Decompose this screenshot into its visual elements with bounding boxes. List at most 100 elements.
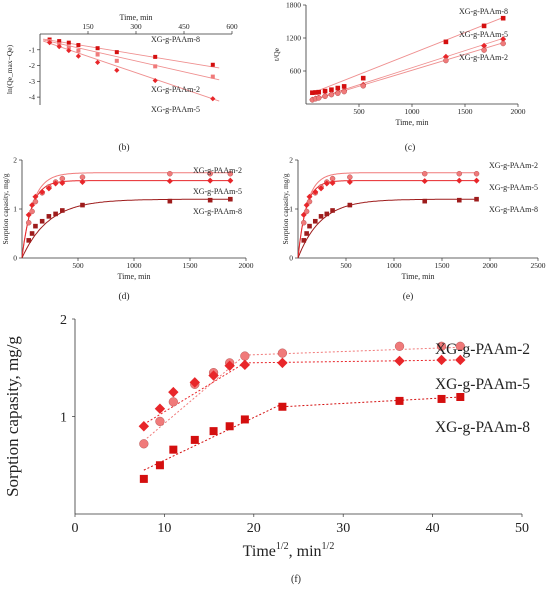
x-axis-label: Time, min bbox=[117, 272, 150, 281]
y-tick-label: 1 bbox=[13, 205, 17, 214]
data-point-xg-g-paam-2 bbox=[473, 170, 480, 177]
data-point-xg-g-paam-8 bbox=[53, 211, 58, 217]
x-tick-label: 1500 bbox=[183, 261, 198, 270]
x-tick-label: 30 bbox=[336, 521, 350, 536]
x-axis-label: Time, min bbox=[395, 118, 428, 127]
data-point-xg-g-paam-2 bbox=[139, 439, 149, 449]
data-point-xg-g-paam-8 bbox=[456, 393, 465, 401]
data-point-xg-g-paam-5 bbox=[300, 211, 307, 218]
data-point-xg-g-paam-8 bbox=[33, 223, 38, 229]
panel-b: 150 300 450 600 -1 -2 -3 -4 Time, min ln(Qe_max−Q… bbox=[5, 13, 238, 153]
data-point-xg-g-paam-5 bbox=[456, 177, 463, 184]
x-tick-label: 1500 bbox=[435, 261, 450, 270]
data-point-xg-g-paam-5 bbox=[75, 53, 81, 59]
data-point-xg-g-paam-5 bbox=[207, 177, 214, 184]
data-point-xg-g-paam-2 bbox=[322, 93, 328, 100]
data-point-xg-g-paam-5 bbox=[166, 178, 173, 185]
y-tick-label: -1 bbox=[29, 45, 35, 54]
x-tick-label: 2000 bbox=[239, 261, 254, 270]
data-point-xg-g-paam-2 bbox=[29, 208, 35, 215]
data-point-xg-g-paam-5 bbox=[318, 185, 325, 192]
data-point-xg-g-paam-2 bbox=[240, 351, 250, 361]
x-tick-label: 40 bbox=[426, 521, 440, 536]
data-point-xg-g-paam-8 bbox=[318, 214, 324, 219]
data-point-xg-g-paam-8 bbox=[310, 90, 315, 96]
data-point-xg-g-paam-8 bbox=[95, 46, 100, 51]
data-point-xg-g-paam-5 bbox=[95, 59, 101, 65]
data-point-xg-g-paam-8 bbox=[341, 84, 347, 89]
data-point-xg-g-paam-5 bbox=[189, 377, 200, 388]
data-point-xg-g-paam-8 bbox=[307, 223, 312, 229]
data-point-xg-g-paam-8 bbox=[330, 208, 335, 213]
data-point-xg-g-paam-8 bbox=[139, 474, 148, 483]
y-tick-label: 1 bbox=[60, 411, 67, 426]
data-point-xg-g-paam-5 bbox=[66, 47, 72, 54]
x-tick-label: 1500 bbox=[458, 107, 473, 116]
data-point-xg-g-paam-8 bbox=[207, 197, 213, 203]
data-point-xg-g-paam-8 bbox=[395, 396, 404, 405]
x-axis-label-part: 1/2 bbox=[322, 541, 335, 552]
y-tick-label: 2 bbox=[13, 156, 17, 165]
fit-curve-xg-g-paam-5 bbox=[297, 180, 479, 259]
data-point-xg-g-paam-5 bbox=[481, 42, 488, 49]
y-tick-label: 0 bbox=[289, 254, 293, 263]
data-point-xg-g-paam-5 bbox=[303, 202, 310, 209]
series-label: XG-g-PAAm-5 bbox=[435, 376, 530, 393]
data-point-xg-g-paam-8 bbox=[304, 231, 309, 236]
panel-e: 500 1000 1500 2000 2500 0 1 2 Time, min Sorption … bbox=[281, 156, 546, 303]
x-tick-label: 1000 bbox=[387, 261, 402, 270]
data-point-xg-g-paam-8 bbox=[474, 196, 479, 202]
x-tick-label: 500 bbox=[353, 107, 365, 116]
data-point-xg-g-paam-8 bbox=[190, 435, 199, 444]
data-point-xg-g-paam-5 bbox=[312, 188, 319, 195]
data-point-xg-g-paam-5 bbox=[56, 44, 62, 50]
data-point-xg-g-paam-5 bbox=[138, 421, 150, 432]
series-label: XG-g-PAAm-8 bbox=[459, 7, 508, 16]
x-tick-label: 500 bbox=[72, 261, 84, 270]
x-tick-label: 1000 bbox=[405, 107, 420, 116]
data-point-xg-g-paam-2 bbox=[66, 45, 71, 50]
data-point-xg-g-paam-2 bbox=[207, 170, 213, 177]
data-point-xg-g-paam-8 bbox=[155, 461, 164, 470]
data-point-xg-g-paam-8 bbox=[456, 197, 462, 203]
fit-segment-xg-g-paam-8 bbox=[282, 396, 461, 408]
data-point-xg-g-paam-8 bbox=[169, 445, 178, 454]
data-point-xg-g-paam-8 bbox=[322, 88, 328, 94]
data-point-xg-g-paam-2 bbox=[277, 348, 288, 358]
fit-curve-xg-g-paam-8 bbox=[297, 198, 479, 259]
x-tick-label: 2000 bbox=[483, 261, 498, 270]
data-point-xg-g-paam-2 bbox=[153, 64, 158, 69]
y-tick-label: 600 bbox=[290, 67, 302, 76]
y-tick-label: 1 bbox=[289, 205, 293, 214]
data-point-xg-g-paam-8 bbox=[228, 196, 233, 202]
x-tick-label: 10 bbox=[157, 521, 171, 536]
data-point-xg-g-paam-8 bbox=[46, 214, 52, 219]
data-point-xg-g-paam-2 bbox=[25, 219, 32, 226]
data-point-xg-g-paam-8 bbox=[114, 50, 119, 55]
y-axis-label: Sorption capasity, mg/g bbox=[1, 173, 10, 244]
y-tick-label: 2 bbox=[289, 156, 293, 165]
panel-label: (f) bbox=[291, 574, 301, 585]
data-point-xg-g-paam-5 bbox=[323, 180, 330, 187]
data-point-xg-g-paam-2 bbox=[32, 198, 39, 205]
x-tick-label: 0 bbox=[72, 521, 79, 536]
x-axis-label: Time1/2, min1/2 bbox=[243, 541, 335, 560]
fit-line-xg-g-paam-5 bbox=[311, 37, 505, 101]
data-point-xg-g-paam-5 bbox=[436, 354, 447, 366]
y-tick-label: -2 bbox=[29, 61, 35, 70]
data-point-xg-g-paam-8 bbox=[60, 208, 65, 213]
x-tick-label: 450 bbox=[178, 22, 190, 31]
data-point-xg-g-paam-2 bbox=[167, 170, 173, 177]
series-label: XG-g-PAAm-5 bbox=[459, 30, 508, 39]
data-point-xg-g-paam-8 bbox=[278, 402, 287, 411]
data-point-xg-g-paam-5 bbox=[306, 193, 313, 200]
series-label: XG-g-PAAm-2 bbox=[489, 161, 538, 170]
data-point-xg-g-paam-2 bbox=[227, 170, 234, 177]
data-point-xg-g-paam-5 bbox=[208, 370, 219, 381]
fit-segment-xg-g-paam-2 bbox=[244, 346, 461, 356]
y-tick-label: 1200 bbox=[286, 34, 301, 43]
y-axis-label: Sorption capasity, mg/g bbox=[281, 173, 290, 244]
data-point-xg-g-paam-2 bbox=[315, 95, 322, 101]
series-label: XG-g-PAAm-5 bbox=[151, 105, 200, 114]
data-point-xg-g-paam-5 bbox=[168, 386, 179, 398]
